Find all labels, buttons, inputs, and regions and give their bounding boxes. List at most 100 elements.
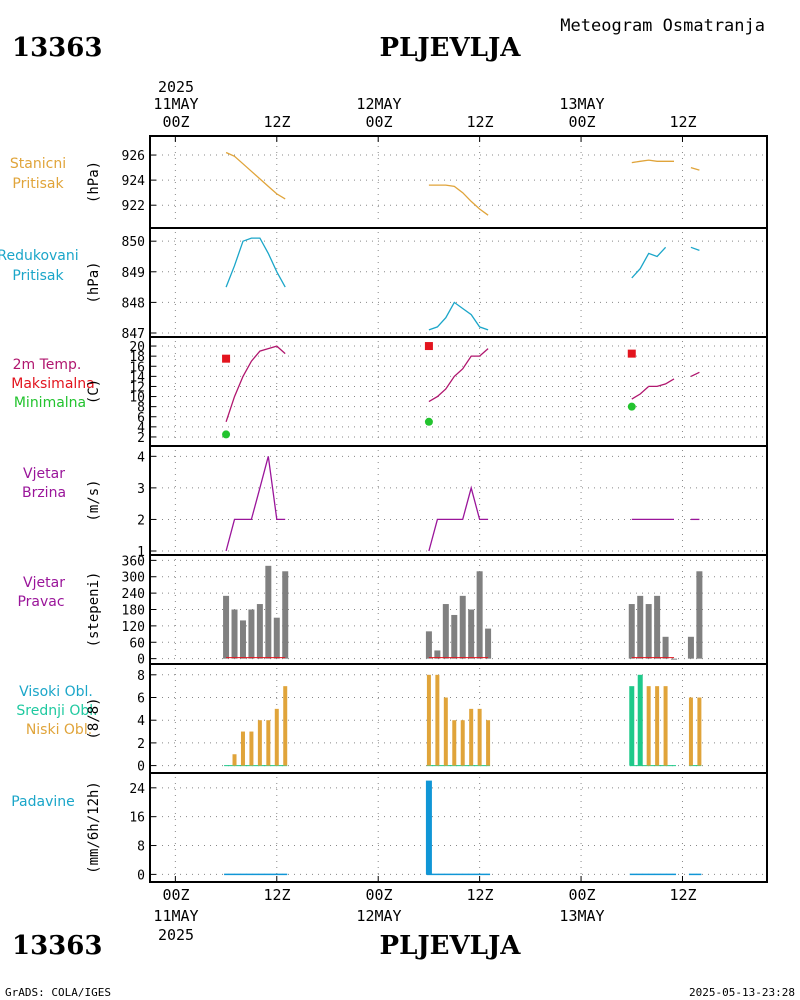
y-axis-label: (hPa) [86,261,102,303]
wind-direction-bar [459,595,466,659]
y-tick-label: 6 [137,411,145,426]
wind-direction-bar [468,609,475,659]
header-product-title: Meteogram Osmatranja [560,16,765,36]
top-hour-label: 12Z [669,113,696,131]
cloud-cover-bar [637,674,643,766]
wind-direction-bar [687,636,694,659]
wind-speed-line [428,485,489,552]
top-hour-label: 00Z [568,113,595,131]
wind-direction-bar [476,571,483,659]
y-tick-label: 16 [129,811,145,826]
wind-direction-bar [671,658,678,660]
pressure-label: Stanicni [10,156,66,172]
max-temp-marker [424,342,433,351]
y-tick-label: 847 [122,327,145,342]
temperature-label: 2m Temp. [13,357,82,373]
wind-direction-bar [239,620,246,659]
y-tick-label: 850 [122,235,145,250]
pressure-line [631,159,674,164]
y-axis-label: (C) [86,379,102,404]
wind-direction-bar [256,604,263,659]
bottom-year-label: 2025 [158,926,194,944]
footer-station-name: PLJEVLJA [380,931,522,961]
max-temp-marker [627,349,636,358]
reduced-pressure-line [428,301,489,331]
bottom-date-label: 13MAY [559,907,604,925]
y-tick-label: 922 [122,199,145,214]
y-tick-label: 8 [137,669,145,684]
temperature-line [225,345,286,423]
wind-direction-bar [485,628,492,659]
footer-timestamp: 2025-05-13-23:28 [689,986,795,999]
top-hour-label: 12Z [263,113,290,131]
y-tick-label: 1 [137,545,145,560]
min-temp-marker [424,417,433,426]
y-tick-label: 3 [137,482,145,497]
wind-direction-bar [265,565,272,659]
y-axis-label: (8/8) [86,697,102,739]
bottom-hour-label: 12Z [669,886,696,904]
min-temp-marker [627,402,636,411]
top-date-label: 11MAY [153,95,198,113]
header-station-id: 13363 [12,33,102,63]
y-tick-label: 240 [122,587,145,602]
y-tick-label: 12 [129,380,145,395]
cloud-cover-bar [266,720,271,766]
wind-direction-bar [696,571,703,659]
y-tick-label: 60 [129,636,145,651]
y-tick-label: 0 [137,760,145,775]
temperature-max-label: Maksimalna [11,376,95,392]
wind-direction-bar [425,631,432,659]
y-tick-label: 18 [129,350,145,365]
y-tick-label: 849 [122,266,145,281]
bottom-hour-label: 12Z [466,886,493,904]
cloud-cover-bar [460,720,465,766]
y-tick-label: 24 [129,782,145,797]
cloud-cover-bar [697,697,702,766]
bottom-date-label: 11MAY [153,907,198,925]
cloud-cover-bar [452,720,457,766]
y-tick-label: 2 [137,737,145,752]
y-axis-label: (stepeni) [86,572,102,648]
y-tick-label: 2 [137,513,145,528]
top-date-label: 13MAY [559,95,604,113]
pressure-label: Pritisak [12,176,64,192]
cloud-cover-bar [249,731,254,766]
y-tick-label: 8 [137,401,145,416]
y-axis-label: (m/s) [86,479,102,521]
top-date-label: 12MAY [356,95,401,113]
reduced-pressure-line [690,246,700,252]
cloud-cover-bar [655,686,660,766]
plot-frame [149,135,768,883]
cloud-cover-bar [629,686,635,766]
cloud-cover-bar [443,697,448,766]
cloud-cover-bar [283,686,288,766]
cloud-cover-bar [646,686,651,766]
temperature-min-label: Minimalna [14,395,86,411]
wind-speed-line [225,456,286,552]
top-year-label: 2025 [158,78,194,96]
cloud-mid-label: Srednji Obl. [16,703,97,719]
cloud-low-label: Niski Obl. [26,722,92,738]
cloud-cover-bar [240,731,245,766]
y-tick-label: 20 [129,340,145,355]
reduced-pressure-label: Redukovani [0,248,79,264]
reduced-pressure-line [225,237,286,288]
y-tick-label: 14 [129,370,145,385]
footer-station-id: 13363 [12,931,102,961]
wind-direction-bar [223,595,230,659]
wind-speed-label: Brzina [22,485,66,501]
cloud-cover-bar [426,674,431,766]
header-station-name: PLJEVLJA [380,33,522,63]
wind-direction-bar [451,614,458,659]
wind-direction-bar [654,595,661,659]
wind-direction-bar [273,617,280,659]
precipitation-bar [425,780,432,875]
temperature-line [690,371,700,377]
footer-credit: GrADS: COLA/IGES [5,986,111,999]
max-temp-marker [222,354,231,363]
wind-direction-bar [434,650,441,659]
cloud-cover-bar [435,674,440,766]
y-tick-label: 4 [137,450,145,465]
cloud-cover-bar [274,708,279,766]
